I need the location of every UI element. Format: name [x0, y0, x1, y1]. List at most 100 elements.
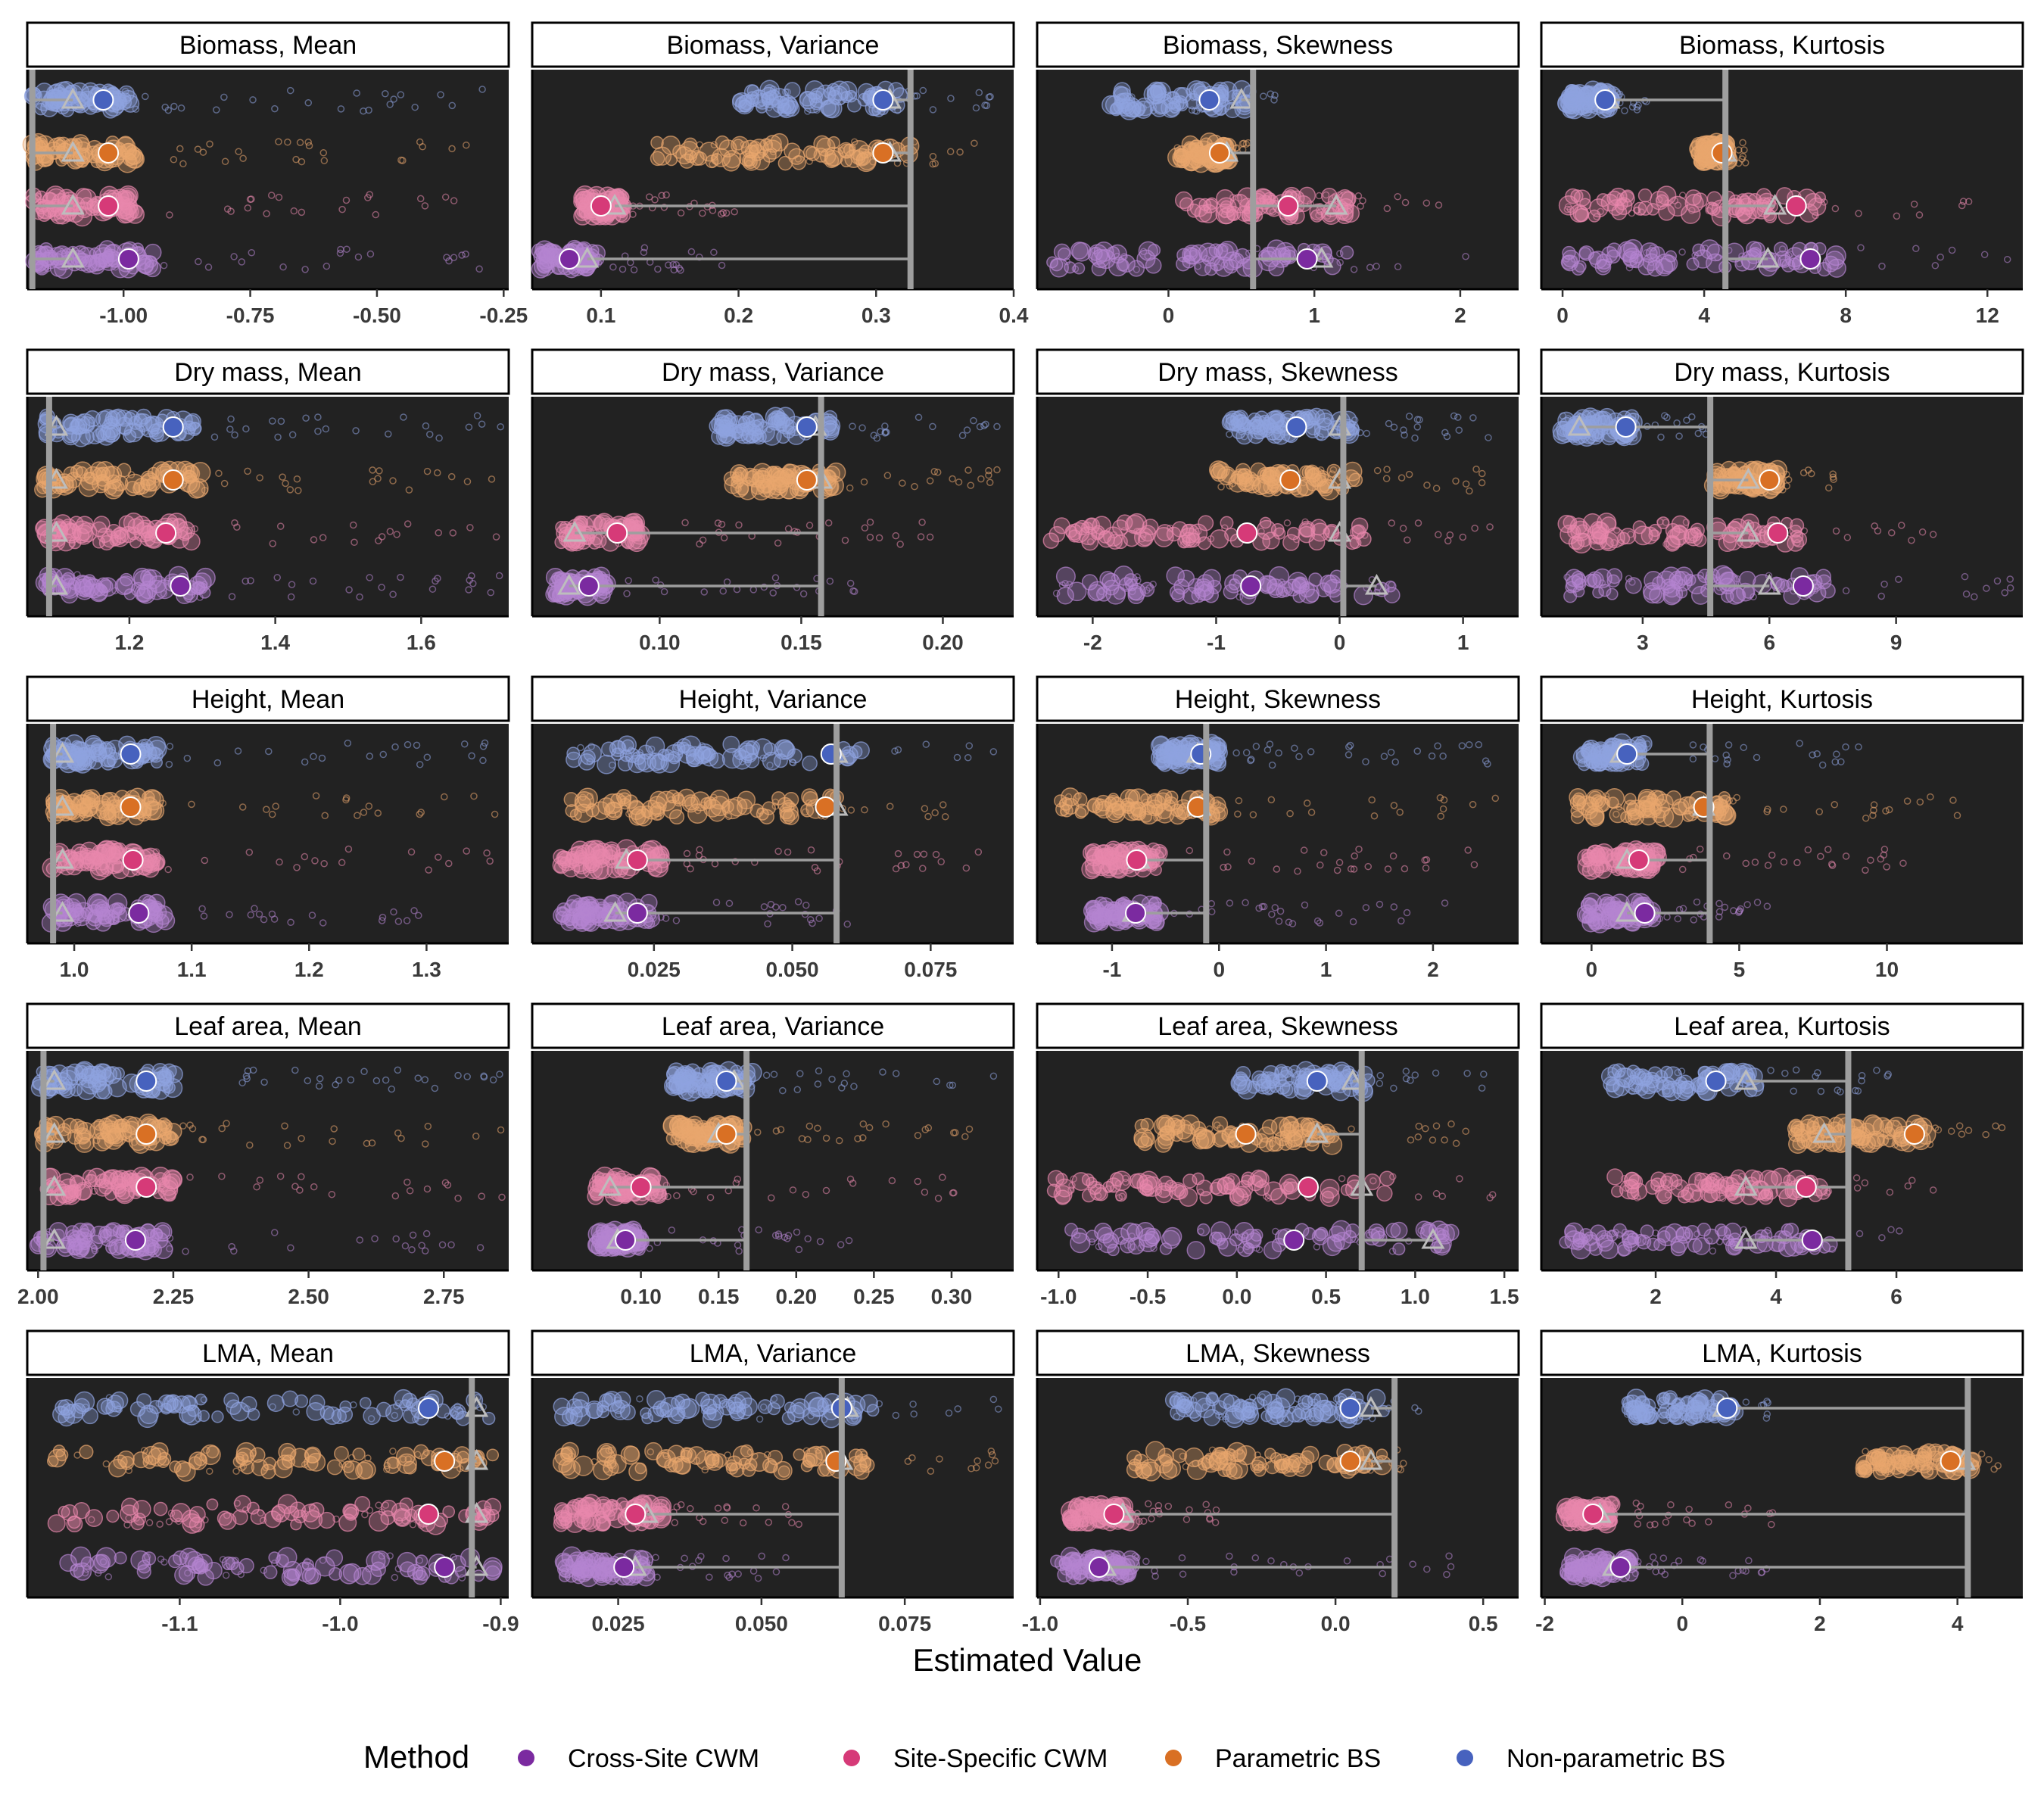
sample-point — [566, 751, 582, 768]
sample-point — [573, 188, 592, 207]
mean-marker — [1208, 142, 1230, 164]
x-tick-label: 1 — [1308, 304, 1320, 327]
sample-point — [1262, 531, 1280, 550]
sample-point — [574, 803, 594, 823]
sample-point — [752, 430, 765, 443]
sample-point — [1104, 909, 1120, 926]
mean-marker — [162, 469, 184, 491]
x-tick-label: 6 — [1763, 631, 1775, 654]
mean-marker — [155, 522, 177, 544]
x-tick-label: 0.15 — [781, 631, 822, 654]
sample-point — [304, 139, 312, 146]
sample-point — [448, 145, 456, 153]
median-marker — [61, 140, 85, 162]
sample-point — [72, 794, 92, 814]
sample-point — [1685, 189, 1702, 206]
sample-point — [411, 103, 419, 111]
facet-panels: Biomass, Mean-1.00 -0.75 -0.50 -0.25Biomass… — [17, 21, 2024, 1635]
mean-marker — [1125, 902, 1147, 924]
facet-title: Dry mass, Skewness — [1158, 358, 1397, 387]
sample-point — [1083, 844, 1100, 862]
sample-point — [1571, 262, 1585, 276]
sample-point — [1614, 862, 1627, 875]
sample-point — [661, 136, 681, 155]
sample-point — [182, 532, 201, 551]
facet-title: Height, Kurtosis — [1691, 685, 1873, 714]
sample-point — [816, 137, 836, 157]
sample-point — [83, 472, 96, 485]
sample-point — [1665, 250, 1678, 263]
x-tick-label: 0 — [1163, 304, 1175, 327]
mean-marker — [98, 142, 120, 164]
sample-point — [1292, 590, 1306, 603]
sample-point — [121, 87, 129, 95]
sample-point — [275, 138, 282, 145]
sample-point — [140, 474, 157, 491]
sample-point — [840, 155, 852, 168]
mean-marker — [162, 416, 184, 438]
sample-point — [448, 101, 456, 110]
mean-marker — [1240, 575, 1262, 597]
sample-point — [1153, 526, 1174, 547]
sample-point — [239, 154, 247, 162]
sample-point — [1606, 242, 1622, 258]
x-tick-label: 0.050 — [766, 958, 819, 981]
x-tick-label: 0.075 — [904, 958, 957, 981]
sample-point — [1220, 516, 1234, 530]
x-tick-label: 0.3 — [862, 304, 891, 327]
sample-point — [142, 92, 149, 101]
sample-point — [1632, 520, 1647, 535]
mean-marker — [1285, 416, 1307, 438]
sample-point — [574, 862, 590, 879]
x-tick-label: 1 — [1320, 958, 1332, 981]
sample-point — [624, 531, 643, 550]
mean-marker — [872, 89, 894, 111]
sample-point — [337, 105, 345, 113]
x-tick-label: 4 — [1698, 304, 1710, 327]
sample-point — [89, 247, 101, 260]
x-tick-label: 0 — [1556, 304, 1569, 327]
x-tick-label: -1.00 — [99, 304, 148, 327]
x-tick-label: 1 — [1457, 631, 1469, 654]
sample-point — [1588, 790, 1603, 805]
mean-marker — [1767, 522, 1789, 544]
sample-point — [111, 861, 124, 874]
sample-point — [116, 95, 132, 111]
mean-marker — [559, 248, 581, 270]
sample-point — [1147, 913, 1162, 928]
x-tick-label: 0.20 — [922, 631, 964, 654]
sample-point — [738, 740, 759, 762]
x-tick-label: 2 — [1454, 304, 1466, 327]
sample-point — [791, 154, 807, 170]
sample-point — [1267, 479, 1279, 492]
sample-point — [296, 139, 304, 146]
facet-title: Biomass, Mean — [179, 31, 357, 60]
sample-point — [683, 137, 698, 152]
mean-marker — [626, 902, 648, 924]
facet-title: Biomass, Skewness — [1163, 31, 1393, 60]
sample-point — [1298, 520, 1316, 538]
sample-point — [1557, 514, 1576, 534]
x-tick-label: 1.4 — [260, 631, 290, 654]
sample-point — [781, 97, 799, 114]
facet-panel: Biomass, Skewness 0 1 2 — [1036, 21, 1520, 327]
sample-point — [1585, 808, 1605, 827]
sample-point — [179, 160, 187, 168]
sample-point — [1085, 518, 1098, 531]
sample-point — [1116, 258, 1129, 272]
x-tick-label: 9 — [1890, 631, 1902, 654]
x-tick-label: 0.4 — [999, 304, 1029, 327]
sample-point — [1259, 516, 1272, 529]
sample-point — [386, 101, 394, 108]
sample-point — [106, 523, 121, 539]
sample-point — [1194, 578, 1213, 597]
mean-marker — [626, 849, 648, 871]
sample-point — [1627, 808, 1640, 821]
sample-point — [120, 572, 133, 587]
mean-marker — [1279, 469, 1301, 491]
sample-point — [1103, 579, 1120, 596]
x-tick-label: 0.025 — [628, 958, 681, 981]
sample-point — [382, 90, 389, 98]
mean-marker — [1799, 248, 1821, 270]
